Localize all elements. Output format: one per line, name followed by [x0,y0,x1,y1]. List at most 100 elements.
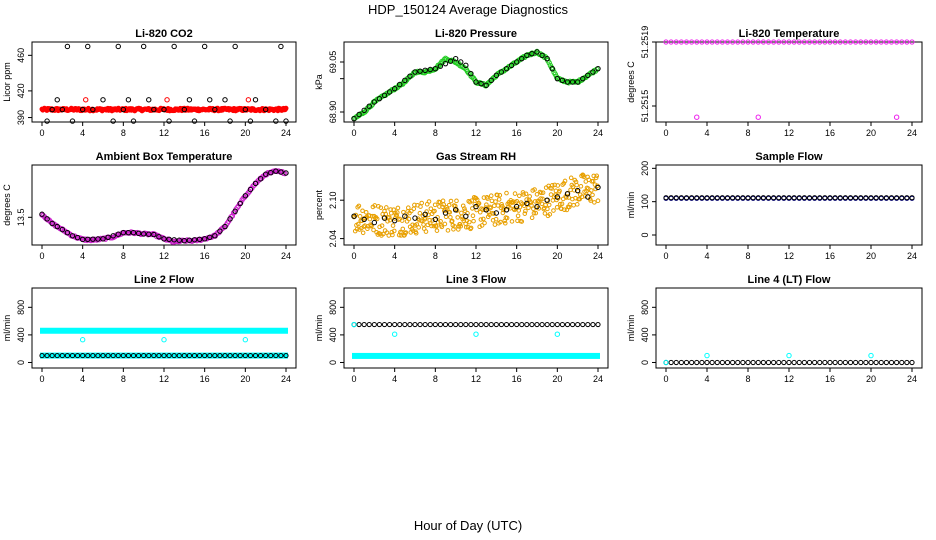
rh-noisy-point [360,230,366,236]
line3-high-point [508,321,515,328]
temp-flat-point [730,39,736,45]
rh-points-point [412,215,418,221]
rh-points-point [391,217,398,224]
pressure-points-point [544,55,550,62]
ambient-points-point [90,236,96,242]
sample-points-point [735,195,741,201]
rh-noisy-point [421,222,426,227]
line3-high-point [595,321,601,328]
sample-points-point [765,195,772,201]
sample-points-point [699,195,705,201]
sample-points-point [827,195,833,201]
line4-flat-point [678,359,684,366]
line2-low-point [257,352,264,359]
temp-flat-point [796,39,802,45]
pressure-dense-point [368,103,374,109]
x-tick-label: 8 [433,251,438,261]
x-tick-label: 12 [159,374,169,384]
series-group [39,43,289,124]
panel-8: Line 3 Flow ml/min 0 4 8 12 16 20 24 0 400 800 [314,274,609,384]
rh-noisy-point [445,228,451,233]
co2-points-point [44,118,50,124]
line3-high-point [554,321,560,328]
line4-flat-point [719,359,725,366]
co2-points-point [130,118,137,124]
rh-noisy-point [455,215,461,220]
rh-noisy-point [406,216,412,222]
rh-points-point [524,200,530,207]
rh-noisy-point [365,226,370,231]
rh-noisy-point [387,217,393,223]
line2-low-point [74,352,81,359]
temp-flat-point [827,39,833,45]
y-tick-label: 2.10 [328,191,338,209]
rh-noisy-point [523,208,528,214]
line2-low-point [59,352,65,359]
rh-noisy-point [462,208,468,214]
sample-points-point [904,195,910,201]
temp-flat-point [822,39,828,45]
rh-noisy-point [545,206,550,212]
line3-high-point [447,321,454,328]
y-tick-label: 51.2515 [640,90,650,123]
rh-noisy-point [395,205,401,211]
line2-low-point [196,352,203,359]
line4-flat-point [801,359,807,366]
sample-points-point [704,195,710,201]
line3-high-point [569,321,576,328]
rh-noisy-point [411,206,417,212]
rh-noisy-point [588,188,594,193]
line2-low-point [186,352,193,359]
sample-points-point [837,195,843,201]
x-tick-label: 16 [200,251,210,261]
rh-noisy-point [594,173,600,179]
x-tick-label: 24 [593,128,603,138]
rh-noisy-point [492,222,498,227]
line3-high-point [473,321,479,328]
line2-low-point [283,352,289,359]
line4-flat-point [817,359,823,366]
rh-noisy-point [424,209,429,214]
co2-points-point [181,106,188,113]
x-tick-label: 8 [121,374,126,384]
plot-frame [655,164,923,246]
rh-points-point [574,187,581,194]
temp-flat-point [909,39,915,45]
pressure-points-point [595,65,601,72]
sample-points-point [781,195,787,201]
ambient-points-point [262,171,269,177]
line4-flat-point [827,359,833,366]
line4-flat-point [847,359,854,366]
line4-outliers-point [663,359,669,366]
pressure-points-point [473,79,479,85]
ambient-points-point [59,226,66,233]
panel-6: Sample Flow ml/min 0 4 8 12 16 20 24 0 100 200 [626,151,923,261]
x-tick-label: 0 [351,128,356,138]
sample-points-point [863,195,869,201]
line3-high-point [514,321,520,328]
rh-noisy-point [440,198,446,204]
line3-high-point [366,321,372,328]
co2-points-point [120,106,127,113]
pressure-points-point [386,89,393,95]
pressure-points-point [513,59,520,65]
temp-flat-point [673,39,679,45]
line4-flat-point [899,359,905,366]
pressure-points-point [351,115,357,122]
rh-noisy-point [549,183,555,188]
sample-points-point [760,195,766,201]
temp-flat-point [883,39,889,45]
x-tick-label: 8 [745,374,750,384]
co2-points-point [273,118,279,124]
line4-flat-point [796,359,802,366]
pressure-points-point [580,75,586,82]
ambient-points-point [227,216,233,222]
rh-noisy-point [367,216,373,222]
rh-noisy-point [356,203,362,209]
rh-noisy-point [468,225,474,231]
temp-flat-point [719,39,725,45]
line2-low-point [232,352,238,359]
co2-points-point [64,43,71,50]
sample-points-point [868,195,874,201]
